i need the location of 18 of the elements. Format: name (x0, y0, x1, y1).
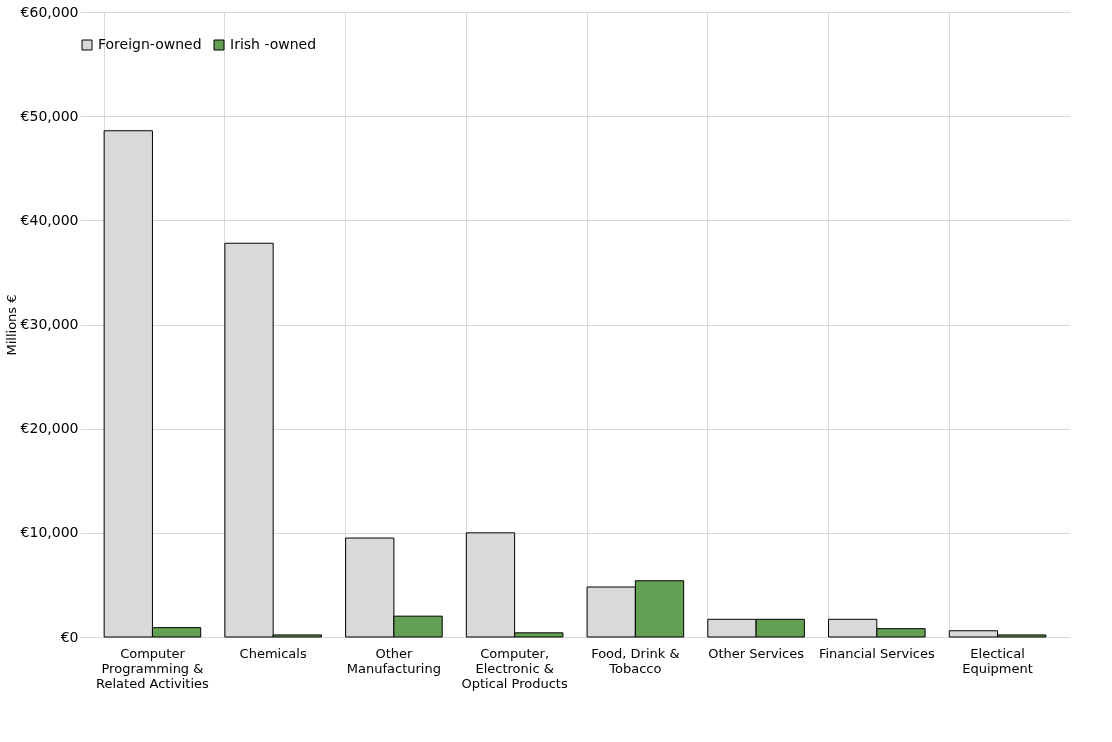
y-tick-label: €50,000 (20, 107, 79, 124)
y-tick-label: €0 (60, 628, 79, 645)
y-tick-label: €40,000 (20, 211, 79, 228)
y-tick-label: €30,000 (20, 316, 79, 332)
y-tick-label: €20,000 (20, 420, 79, 437)
legend-label: Foreign-owned (98, 36, 202, 52)
x-tick-label: Other Services (708, 645, 805, 661)
x-tick-label: Computer, Electronic & Optical Products (461, 645, 568, 691)
x-tick-label: Financial Services (818, 645, 935, 661)
x-tick-label: Other Manufacturing (346, 645, 441, 676)
y-tick-label: €60,000 (20, 3, 79, 20)
x-tick-label: Electical Equipment (962, 645, 1033, 676)
x-tick-label: Computer Programming & Related Activities (96, 645, 210, 691)
legend-label: Irish -owned (230, 36, 317, 52)
y-tick-label: €10,000 (20, 524, 79, 541)
x-tick-label: Chemicals (239, 645, 307, 661)
y-axis-title: Millions € (3, 294, 19, 356)
x-tick-label: Food, Drink & Tobacco (591, 645, 680, 676)
